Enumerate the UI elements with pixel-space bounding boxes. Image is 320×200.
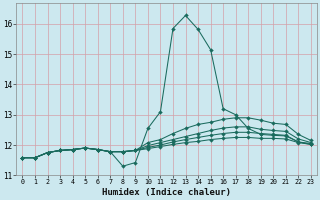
X-axis label: Humidex (Indice chaleur): Humidex (Indice chaleur): [102, 188, 231, 197]
